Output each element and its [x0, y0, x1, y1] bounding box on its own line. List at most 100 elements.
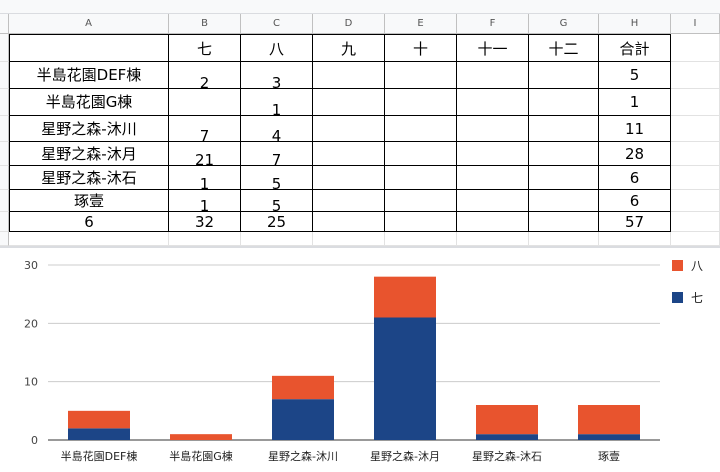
cell-h4[interactable]: 11: [599, 116, 671, 142]
row-header-5[interactable]: [0, 142, 9, 166]
cell-i8[interactable]: [671, 212, 720, 232]
cell-g4[interactable]: [529, 116, 599, 142]
cell-b3[interactable]: [169, 89, 241, 116]
select-all-corner[interactable]: [0, 14, 9, 34]
bar-series2-0[interactable]: [68, 410, 130, 429]
row-header-6[interactable]: [0, 166, 9, 190]
cell-g8[interactable]: [529, 212, 599, 232]
cell-a7[interactable]: 琢壹: [9, 190, 169, 212]
cell-e8[interactable]: [385, 212, 457, 232]
column-header-e[interactable]: E: [385, 14, 457, 34]
bar-series2-3[interactable]: [374, 276, 436, 318]
cell-c3[interactable]: 1: [241, 89, 313, 116]
cell-i5[interactable]: [671, 142, 720, 166]
cell-f8[interactable]: [457, 212, 529, 232]
cell-a1[interactable]: [9, 34, 169, 62]
cell-e2[interactable]: [385, 62, 457, 89]
column-header-i[interactable]: I: [671, 14, 720, 34]
column-header-d[interactable]: D: [313, 14, 385, 34]
cell-g9[interactable]: [529, 232, 599, 246]
cell-a5[interactable]: 星野之森-沐月: [9, 142, 169, 166]
cell-h1[interactable]: 合計: [599, 34, 671, 62]
cell-d1[interactable]: 九: [313, 34, 385, 62]
cell-h8[interactable]: 57: [599, 212, 671, 232]
cell-h9[interactable]: [599, 232, 671, 246]
cell-a4[interactable]: 星野之森-沐川: [9, 116, 169, 142]
cell-c7[interactable]: 5: [241, 190, 313, 212]
cell-f5[interactable]: [457, 142, 529, 166]
cell-d9[interactable]: [313, 232, 385, 246]
cell-g7[interactable]: [529, 190, 599, 212]
cell-f1[interactable]: 十一: [457, 34, 529, 62]
cell-b8[interactable]: 32: [169, 212, 241, 232]
row-header-9[interactable]: [0, 232, 9, 246]
cell-d5[interactable]: [313, 142, 385, 166]
cell-a9[interactable]: [9, 232, 169, 246]
cell-c1[interactable]: 八: [241, 34, 313, 62]
cell-f7[interactable]: [457, 190, 529, 212]
stacked-bar-chart[interactable]: 0 10 20 30 半島花園DEF棟 半島花園G棟 星野之森-沐川 星野之森-沐月 星野之森-…: [0, 248, 720, 468]
bar-series2-2[interactable]: [272, 375, 334, 400]
cell-f9[interactable]: [457, 232, 529, 246]
cell-b5[interactable]: 21: [169, 142, 241, 166]
bar-series1-4[interactable]: [476, 434, 538, 440]
cell-g3[interactable]: [529, 89, 599, 116]
cell-i6[interactable]: [671, 166, 720, 190]
column-header-f[interactable]: F: [457, 14, 529, 34]
cell-c6[interactable]: 5: [241, 166, 313, 190]
cell-h7[interactable]: 6: [599, 190, 671, 212]
cell-i4[interactable]: [671, 116, 720, 142]
cell-g2[interactable]: [529, 62, 599, 89]
bar-series1-2[interactable]: [272, 399, 334, 440]
cell-b2[interactable]: 2: [169, 62, 241, 89]
row-header-3[interactable]: [0, 89, 9, 116]
column-header-g[interactable]: G: [529, 14, 599, 34]
cell-c5[interactable]: 7: [241, 142, 313, 166]
cell-i1[interactable]: [671, 34, 720, 62]
cell-a3[interactable]: 半島花園G棟: [9, 89, 169, 116]
row-header-8[interactable]: [0, 212, 9, 232]
cell-d3[interactable]: [313, 89, 385, 116]
bar-series2-4[interactable]: [476, 405, 538, 435]
cell-h5[interactable]: 28: [599, 142, 671, 166]
cell-g1[interactable]: 十二: [529, 34, 599, 62]
cell-c2[interactable]: 3: [241, 62, 313, 89]
bar-series2-1[interactable]: [170, 434, 232, 440]
cell-e7[interactable]: [385, 190, 457, 212]
bar-series2-5[interactable]: [578, 405, 640, 435]
cell-e1[interactable]: 十: [385, 34, 457, 62]
cell-h6[interactable]: 6: [599, 166, 671, 190]
cell-e6[interactable]: [385, 166, 457, 190]
cell-b6[interactable]: 1: [169, 166, 241, 190]
cell-e4[interactable]: [385, 116, 457, 142]
row-header-7[interactable]: [0, 190, 9, 212]
cell-c9[interactable]: [241, 232, 313, 246]
cell-a6[interactable]: 星野之森-沐石: [9, 166, 169, 190]
cell-h3[interactable]: 1: [599, 89, 671, 116]
cell-b7[interactable]: 1: [169, 190, 241, 212]
cell-f6[interactable]: [457, 166, 529, 190]
cell-e3[interactable]: [385, 89, 457, 116]
cell-g5[interactable]: [529, 142, 599, 166]
cell-b4[interactable]: 7: [169, 116, 241, 142]
cell-a2[interactable]: 半島花園DEF棟: [9, 62, 169, 89]
cell-e9[interactable]: [385, 232, 457, 246]
bar-series1-0[interactable]: [68, 428, 130, 440]
cell-a8[interactable]: 6: [9, 212, 169, 232]
cell-f2[interactable]: [457, 62, 529, 89]
bar-series1-5[interactable]: [578, 434, 640, 440]
cell-g6[interactable]: [529, 166, 599, 190]
bar-series1-3[interactable]: [374, 317, 436, 441]
cell-c4[interactable]: 4: [241, 116, 313, 142]
cell-d8[interactable]: [313, 212, 385, 232]
cell-i9[interactable]: [671, 232, 720, 246]
cell-h2[interactable]: 5: [599, 62, 671, 89]
cell-f4[interactable]: [457, 116, 529, 142]
cell-e5[interactable]: [385, 142, 457, 166]
cell-i2[interactable]: [671, 62, 720, 89]
column-header-h[interactable]: H: [599, 14, 671, 34]
row-header-1[interactable]: [0, 34, 9, 62]
cell-d4[interactable]: [313, 116, 385, 142]
cell-c8[interactable]: 25: [241, 212, 313, 232]
cell-b1[interactable]: 七: [169, 34, 241, 62]
